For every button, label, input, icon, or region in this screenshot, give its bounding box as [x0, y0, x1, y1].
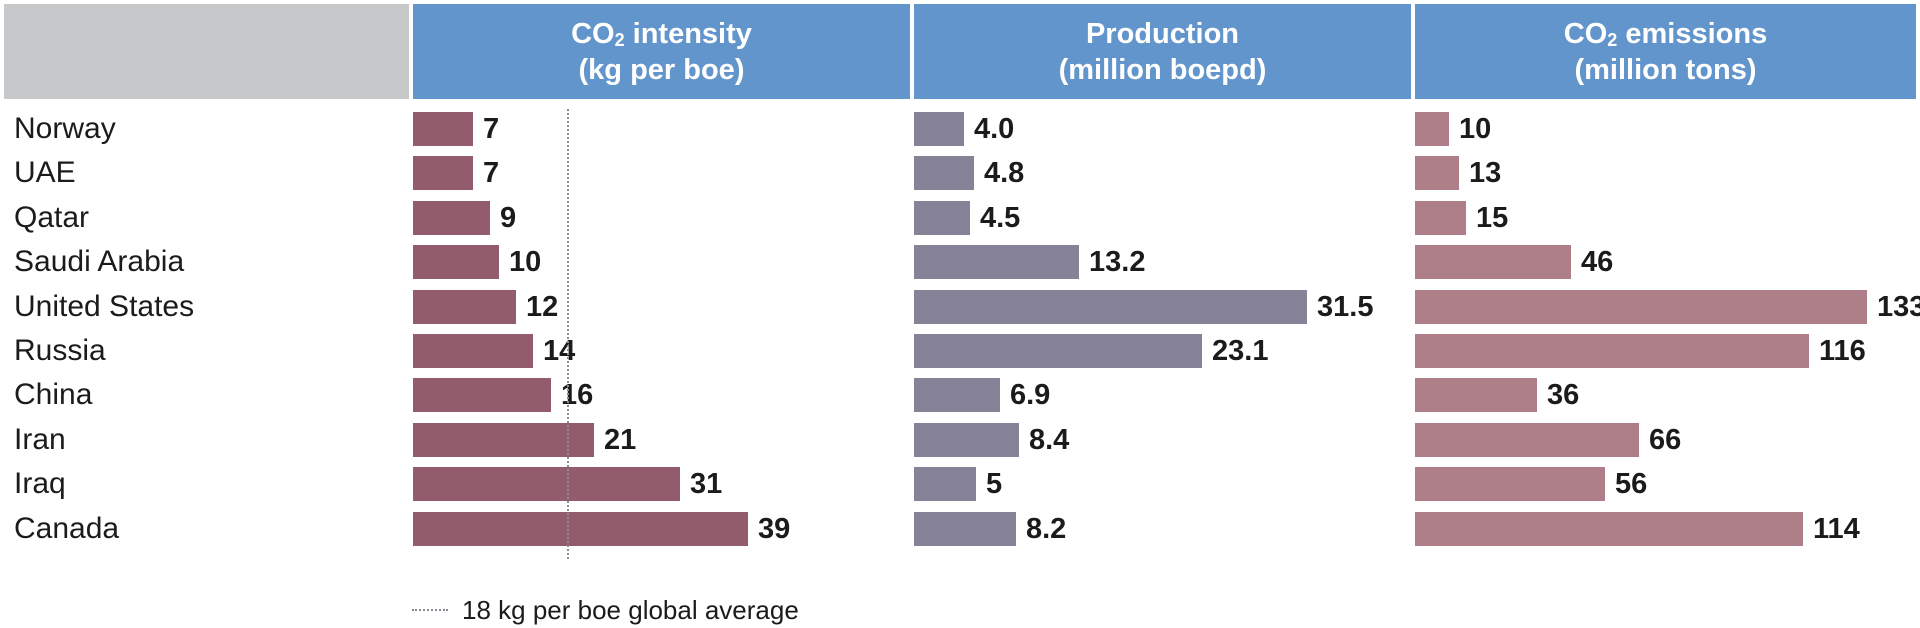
production-value-label-saudi-arabia: 13.2 — [1089, 246, 1146, 279]
intensity-value-label-canada: 39 — [758, 512, 791, 545]
production-bar-norway — [914, 112, 964, 146]
intensity-bar-iran — [413, 422, 594, 457]
intensity-value-label-united-states: 12 — [526, 290, 559, 323]
row-label-qatar: Qatar — [14, 200, 90, 234]
production-bar-uae — [914, 156, 974, 191]
intensity-value-label-qatar: 9 — [500, 201, 517, 234]
global-average-reference-line — [567, 109, 569, 559]
production-value-label-qatar: 4.5 — [980, 201, 1021, 234]
header-co2-emissions-line1: CO2 emissions — [1563, 17, 1768, 50]
intensity-bar-qatar — [413, 200, 490, 235]
emissions-value-label-iraq: 56 — [1615, 468, 1648, 501]
emissions-bar-iran — [1415, 422, 1639, 457]
row-label-iran: Iran — [14, 422, 66, 456]
emissions-bar-qatar — [1415, 200, 1466, 235]
emissions-bar-canada — [1415, 511, 1803, 546]
emissions-value-label-qatar: 15 — [1476, 201, 1509, 234]
row-label-canada: Canada — [14, 511, 120, 545]
production-value-label-china: 6.9 — [1010, 379, 1051, 412]
header-co2-intensity-line2: (kg per boe) — [578, 53, 745, 86]
emissions-value-label-uae: 13 — [1469, 157, 1502, 190]
intensity-value-label-china: 16 — [561, 379, 594, 412]
emissions-bar-china — [1415, 378, 1537, 413]
production-value-label-canada: 8.2 — [1026, 512, 1067, 545]
production-value-label-norway: 4.0 — [974, 113, 1015, 145]
intensity-bar-saudi-arabia — [413, 245, 499, 280]
production-bar-iraq — [914, 467, 976, 502]
row-label-norway: Norway — [14, 112, 116, 145]
emissions-value-label-norway: 10 — [1459, 113, 1492, 145]
emissions-value-label-china: 36 — [1547, 379, 1580, 412]
production-bar-united-states — [914, 289, 1307, 324]
intensity-value-label-saudi-arabia: 10 — [509, 246, 542, 279]
header-production-line2: (million boepd) — [1058, 53, 1267, 86]
intensity-bar-united-states — [413, 289, 516, 324]
intensity-bar-norway — [413, 112, 473, 146]
emissions-bar-united-states — [1415, 289, 1867, 324]
intensity-value-label-norway: 7 — [483, 113, 500, 145]
emissions-bar-russia — [1415, 334, 1809, 368]
legend-dotted-line-swatch — [412, 609, 448, 611]
intensity-value-label-uae: 7 — [483, 157, 500, 190]
emissions-value-label-russia: 116 — [1819, 335, 1866, 367]
intensity-value-label-iraq: 31 — [690, 468, 723, 501]
legend-label: 18 kg per boe global average — [462, 594, 799, 625]
header-production-line1: Production — [1085, 17, 1240, 50]
emissions-value-label-iran: 66 — [1649, 423, 1682, 456]
production-value-label-iraq: 5 — [986, 468, 1003, 501]
production-bar-russia — [914, 334, 1202, 368]
row-label-saudi-arabia: Saudi Arabia — [14, 245, 185, 279]
header-co2-intensity-line1: CO2 intensity — [571, 17, 752, 50]
header-co2-emissions-line2: (million tons) — [1574, 53, 1757, 86]
production-value-label-united-states: 31.5 — [1317, 290, 1374, 323]
intensity-bar-iraq — [413, 467, 680, 502]
production-bar-china — [914, 378, 1000, 413]
emissions-value-label-saudi-arabia: 46 — [1581, 246, 1614, 279]
row-label-iraq: Iraq — [14, 467, 66, 501]
production-bar-saudi-arabia — [914, 245, 1079, 280]
production-value-label-iran: 8.4 — [1029, 423, 1070, 456]
intensity-bar-russia — [413, 334, 533, 368]
intensity-value-label-russia: 14 — [543, 335, 576, 367]
legend: 18 kg per boe global average — [412, 592, 799, 628]
header-co2-intensity: CO2 intensity (kg per boe) — [413, 4, 910, 99]
emissions-value-label-canada: 114 — [1813, 512, 1860, 545]
header-co2-emissions: CO2 emissions (million tons) — [1415, 4, 1916, 99]
production-bar-iran — [914, 422, 1019, 457]
row-label-united-states: United States — [14, 289, 195, 323]
production-bar-qatar — [914, 200, 970, 235]
production-bar-canada — [914, 511, 1016, 546]
emissions-bar-saudi-arabia — [1415, 245, 1571, 280]
row-label-uae: UAE — [14, 156, 76, 190]
intensity-bar-uae — [413, 156, 473, 191]
header-production: Production (million boepd) — [914, 4, 1411, 99]
header-blank-cell — [4, 4, 409, 99]
row-label-china: China — [14, 378, 93, 412]
emissions-bar-iraq — [1415, 467, 1605, 502]
row-label-russia: Russia — [14, 334, 106, 367]
emissions-bar-uae — [1415, 156, 1459, 191]
emissions-value-label-united-states: 133 — [1877, 290, 1920, 323]
production-value-label-uae: 4.8 — [984, 157, 1025, 190]
intensity-bar-canada — [413, 511, 748, 546]
intensity-bar-china — [413, 378, 551, 413]
emissions-bar-norway — [1415, 112, 1449, 146]
production-value-label-russia: 23.1 — [1212, 335, 1269, 367]
intensity-value-label-iran: 21 — [604, 423, 637, 456]
